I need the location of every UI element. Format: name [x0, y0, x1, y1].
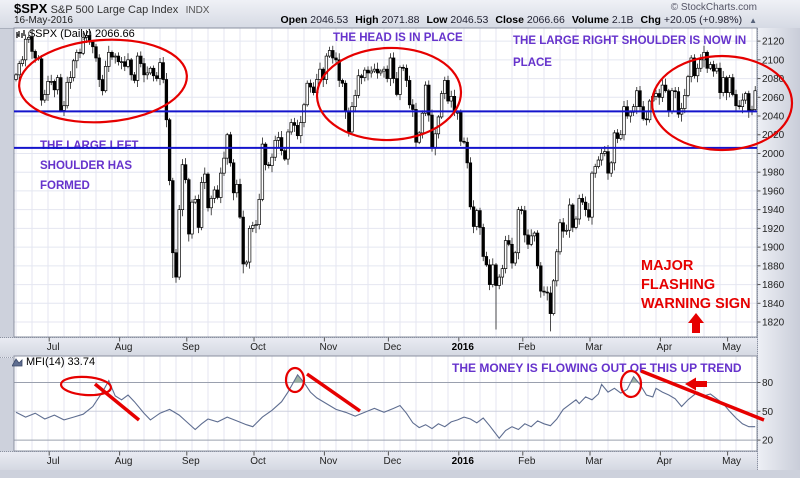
annotation-ellipse	[59, 375, 113, 397]
warning-up-arrow-icon	[688, 313, 704, 333]
quote-item: Volume 2.1B	[571, 14, 634, 26]
annotation-trendline	[640, 369, 765, 422]
symbol-line: $SPX S&P 500 Large Cap Index INDX	[14, 1, 209, 16]
main-chart-legend-text: $SPX (Daily) 2066.66	[29, 28, 135, 40]
quote-item: Low 2046.53	[426, 14, 489, 26]
price-axis-strip	[757, 28, 800, 470]
annotation-warning-line1: MAJOR	[641, 258, 694, 274]
annotation-money-flow: THE MONEY IS FLOWING OUT OF THIS UP TREN…	[452, 361, 742, 375]
quote-item: Close 2066.66	[495, 14, 565, 26]
chart-date: 16-May-2016	[14, 15, 73, 26]
exchange: INDX	[185, 5, 210, 16]
change-up-icon: ▲	[749, 15, 757, 25]
mfi-line	[15, 373, 756, 440]
symbol: $SPX	[14, 1, 48, 16]
annotation-trendline	[93, 382, 141, 422]
quote-bar: Open 2046.53 High 2071.88 Low 2046.53 Close…	[281, 14, 757, 26]
main-chart-legend: $SPX (Daily) 2066.66	[16, 28, 135, 40]
quote-item: High 2071.88	[355, 14, 420, 26]
annotation-ellipse	[315, 46, 463, 142]
main-date-axis-strip	[0, 337, 757, 358]
annotation-warning-line3: WARNING SIGN	[641, 296, 751, 312]
annotation-right-shoulder: THE LARGE RIGHT SHOULDER IS NOW IN PLACE	[513, 35, 747, 69]
mfi-legend-text: MFI(14) 33.74	[26, 356, 96, 368]
quote-item: Open 2046.53	[280, 14, 349, 26]
indicator-icon	[12, 358, 23, 367]
annotation-trendline	[305, 372, 362, 413]
annotation-head: THE HEAD IS IN PLACE	[333, 32, 463, 44]
annotation-ellipse	[284, 366, 306, 394]
bottom-margin	[0, 470, 800, 478]
symbol-name: S&P 500 Large Cap Index	[50, 4, 179, 16]
annotation-warning: MAJOR FLASHING WARNING SIGN	[641, 257, 751, 314]
annotation-ellipse	[18, 38, 188, 124]
quote-item: Chg +20.05 (+0.98%)	[640, 14, 743, 26]
annotation-left-shoulder: THE LARGE LEFT SHOULDER HAS FORMED	[40, 140, 139, 192]
money-flow-left-arrow-icon	[685, 377, 707, 391]
chart-style-icon	[16, 30, 25, 38]
mfi-date-axis-strip	[0, 451, 757, 471]
mfi-legend: MFI(14) 33.74	[12, 356, 95, 368]
copyright: © StockCharts.com	[670, 2, 757, 13]
annotation-warning-line2: FLASHING	[641, 277, 716, 293]
